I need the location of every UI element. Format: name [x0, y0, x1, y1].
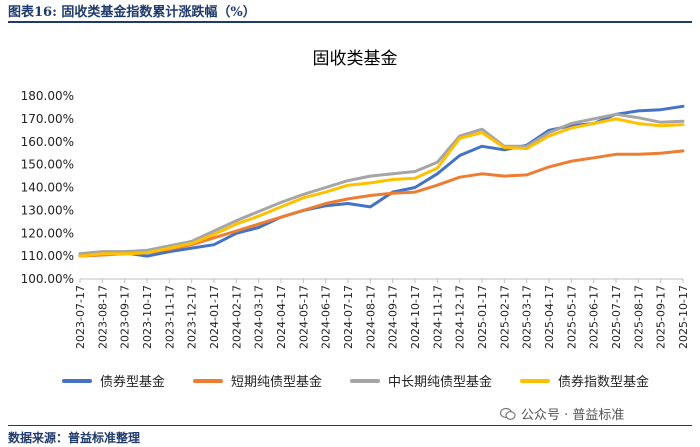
legend-item-mid-long-bond-fund[interactable]: 中长期纯债型基金: [350, 371, 492, 390]
y-tick-label: 140.00%: [21, 181, 74, 195]
x-tick-label: 2025-10-17: [677, 285, 690, 349]
x-tick-label: 2025-03-17: [521, 285, 534, 349]
y-tick-label: 180.00%: [21, 89, 74, 103]
legend-swatch: [520, 378, 551, 383]
x-tick-label: 2024-09-17: [387, 285, 400, 349]
legend-swatch: [62, 378, 92, 383]
watermark-text: 公众号 · 普益标准: [521, 408, 625, 423]
legend-swatch: [193, 378, 224, 383]
series-line-2: [78, 112, 685, 256]
x-tick-label: 2025-06-17: [588, 285, 601, 349]
series-line-1: [78, 149, 685, 258]
x-tick-label: 2024-02-17: [230, 285, 243, 349]
legend-swatch: [350, 378, 381, 383]
series-lines: [78, 104, 685, 258]
chart-title: 固收类基金: [313, 49, 398, 69]
x-tick-label: 2024-12-17: [454, 285, 467, 349]
wechat-icon: [500, 407, 516, 420]
legend-label: 债券指数型基金: [558, 375, 650, 390]
title-rule: [8, 21, 692, 23]
x-tick-label: 2024-07-17: [342, 285, 355, 349]
legend-label: 中长期纯债型基金: [388, 375, 493, 390]
x-tick-label: 2023-10-17: [141, 285, 154, 349]
footer-rule: [8, 425, 692, 426]
x-tick-label: 2025-09-17: [655, 285, 668, 349]
x-tick-label: 2024-08-17: [364, 285, 377, 349]
x-tick-label: 2023-08-17: [96, 285, 109, 349]
legend: 债券型基金 短期纯债型基金 中长期纯债型基金 债券指数型基金: [62, 371, 649, 390]
x-tick-label: 2024-01-17: [208, 285, 221, 349]
x-tick-label: 2024-11-17: [431, 285, 444, 349]
legend-item-bond-fund[interactable]: 债券型基金: [62, 371, 165, 390]
watermark: 公众号 · 普益标准: [500, 404, 624, 423]
y-tick-label: 120.00%: [21, 226, 74, 240]
series-line-3: [78, 117, 685, 258]
x-tick-label: 2025-04-17: [543, 285, 556, 349]
x-tick-label: 2024-10-17: [409, 285, 422, 349]
x-tick-label: 2024-05-17: [297, 285, 310, 349]
x-tick-label: 2025-01-17: [476, 285, 489, 349]
x-tick-label: 2024-03-17: [253, 285, 266, 349]
y-tick-label: 130.00%: [21, 203, 74, 217]
x-tick-label: 2023-12-17: [186, 285, 199, 349]
x-tick-label: 2025-08-17: [632, 285, 645, 349]
y-tick-label: 170.00%: [21, 112, 74, 126]
y-tick-label: 110.00%: [21, 249, 74, 263]
y-tick-label: 150.00%: [21, 158, 74, 172]
figure-title: 图表16: 固收类基金指数累计涨跌幅（%）: [8, 5, 256, 20]
x-tick-label: 2025-07-17: [610, 285, 623, 349]
y-tick-label: 100.00%: [21, 272, 74, 286]
x-axis: 2023-07-17 2023-08-17 2023-09-17 2023-10-17…: [74, 278, 690, 349]
legend-item-bond-index-fund[interactable]: 债券指数型基金: [520, 371, 649, 390]
x-tick-label: 2024-04-17: [275, 285, 288, 349]
x-tick-label: 2023-09-17: [119, 285, 132, 349]
x-tick-label: 2025-02-17: [498, 285, 511, 349]
legend-label: 短期纯债型基金: [231, 375, 323, 390]
x-tick-label: 2023-11-17: [163, 285, 176, 349]
x-tick-label: 2024-06-17: [320, 285, 333, 349]
x-tick-label: 2025-05-17: [565, 285, 578, 349]
y-tick-label: 160.00%: [21, 135, 74, 149]
y-axis: 180.00% 170.00% 160.00% 150.00% 140.00% 130.0…: [21, 89, 74, 286]
data-source: 数据来源：普益标准整理: [8, 431, 141, 445]
x-tick-label: 2023-07-17: [74, 285, 87, 349]
legend-label: 债券型基金: [100, 375, 166, 390]
legend-item-short-term-bond-fund[interactable]: 短期纯债型基金: [193, 371, 322, 390]
